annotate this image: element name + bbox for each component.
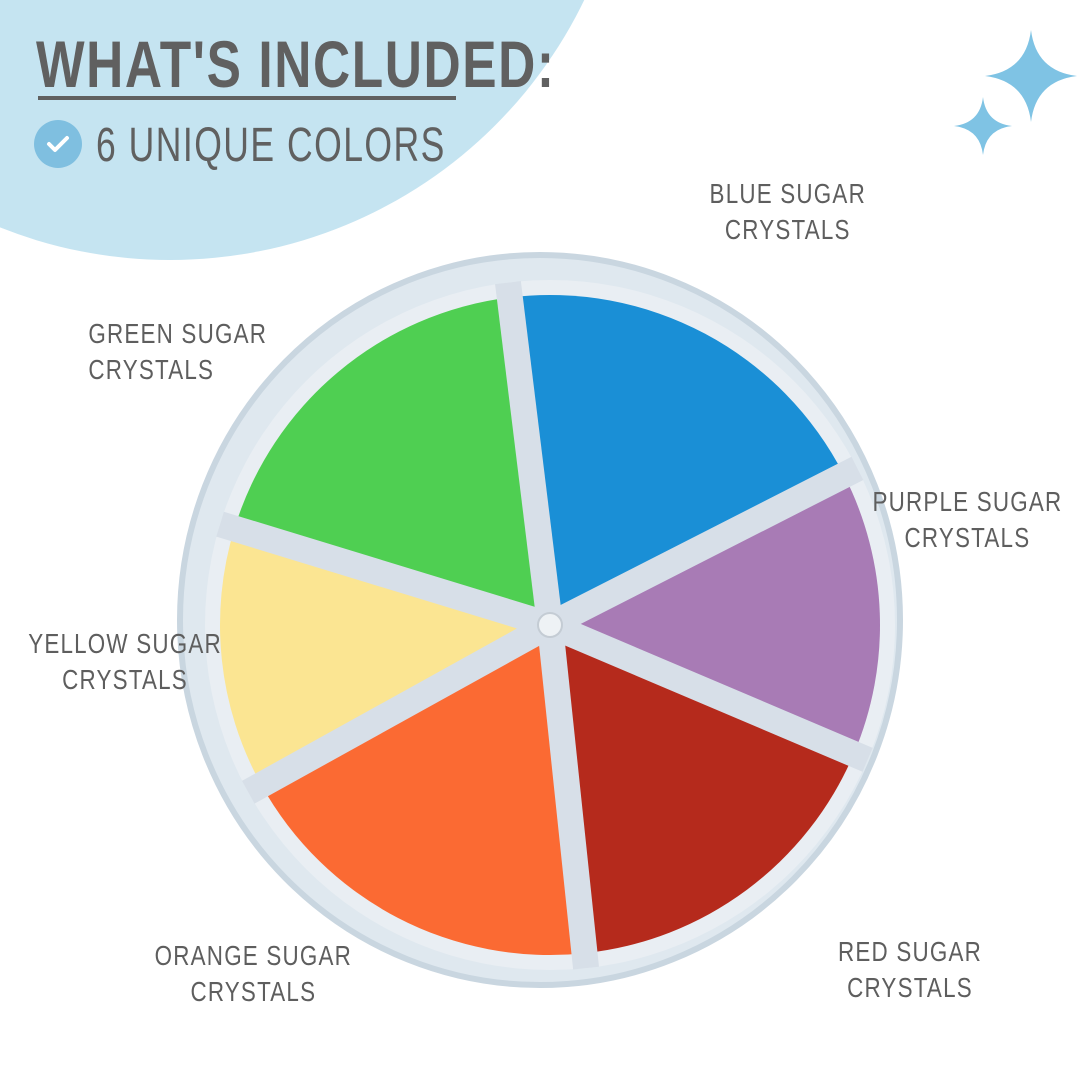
label-line: CRYSTALS (88, 354, 215, 385)
title-underline (38, 96, 456, 100)
label-line: BLUE SUGAR (709, 178, 866, 209)
label-line: GREEN SUGAR (88, 318, 268, 349)
compartment-yellow (219, 528, 550, 785)
center-hub (537, 612, 563, 638)
label-green: GREEN SUGAR CRYSTALS (88, 316, 267, 388)
label-yellow: YELLOW SUGAR CRYSTALS (28, 626, 222, 698)
label-purple: PURPLE SUGAR CRYSTALS (872, 484, 1062, 556)
label-line: CRYSTALS (190, 976, 317, 1007)
compartment-orange (261, 625, 585, 955)
sparkle-icon (954, 97, 1012, 155)
divider (241, 613, 557, 804)
feature-item: 6 UNIQUE COLORS (96, 119, 446, 172)
divider (544, 456, 864, 637)
compartment-blue (509, 295, 845, 625)
label-line: CRYSTALS (724, 214, 851, 245)
label-line: CRYSTALS (847, 972, 973, 1003)
label-line: CRYSTALS (62, 664, 188, 695)
divider (537, 623, 599, 970)
label-orange: ORANGE SUGAR CRYSTALS (155, 938, 352, 1010)
header-background (0, 0, 640, 270)
compartment-purple (550, 475, 880, 754)
label-line: ORANGE SUGAR (154, 940, 353, 971)
check-circle-icon (34, 120, 82, 168)
divider (544, 613, 873, 772)
page-title: WHAT'S INCLUDED: (36, 27, 556, 101)
divider (216, 511, 554, 638)
label-line: RED SUGAR (837, 936, 982, 967)
label-line: CRYSTALS (904, 522, 1030, 553)
label-red: RED SUGAR CRYSTALS (838, 934, 982, 1006)
label-blue: BLUE SUGAR CRYSTALS (710, 176, 866, 248)
compartment-red (550, 625, 854, 954)
divider (495, 280, 563, 627)
label-line: YELLOW SUGAR (28, 628, 222, 659)
sparkle-icon (985, 30, 1077, 122)
label-line: PURPLE SUGAR (872, 486, 1062, 517)
